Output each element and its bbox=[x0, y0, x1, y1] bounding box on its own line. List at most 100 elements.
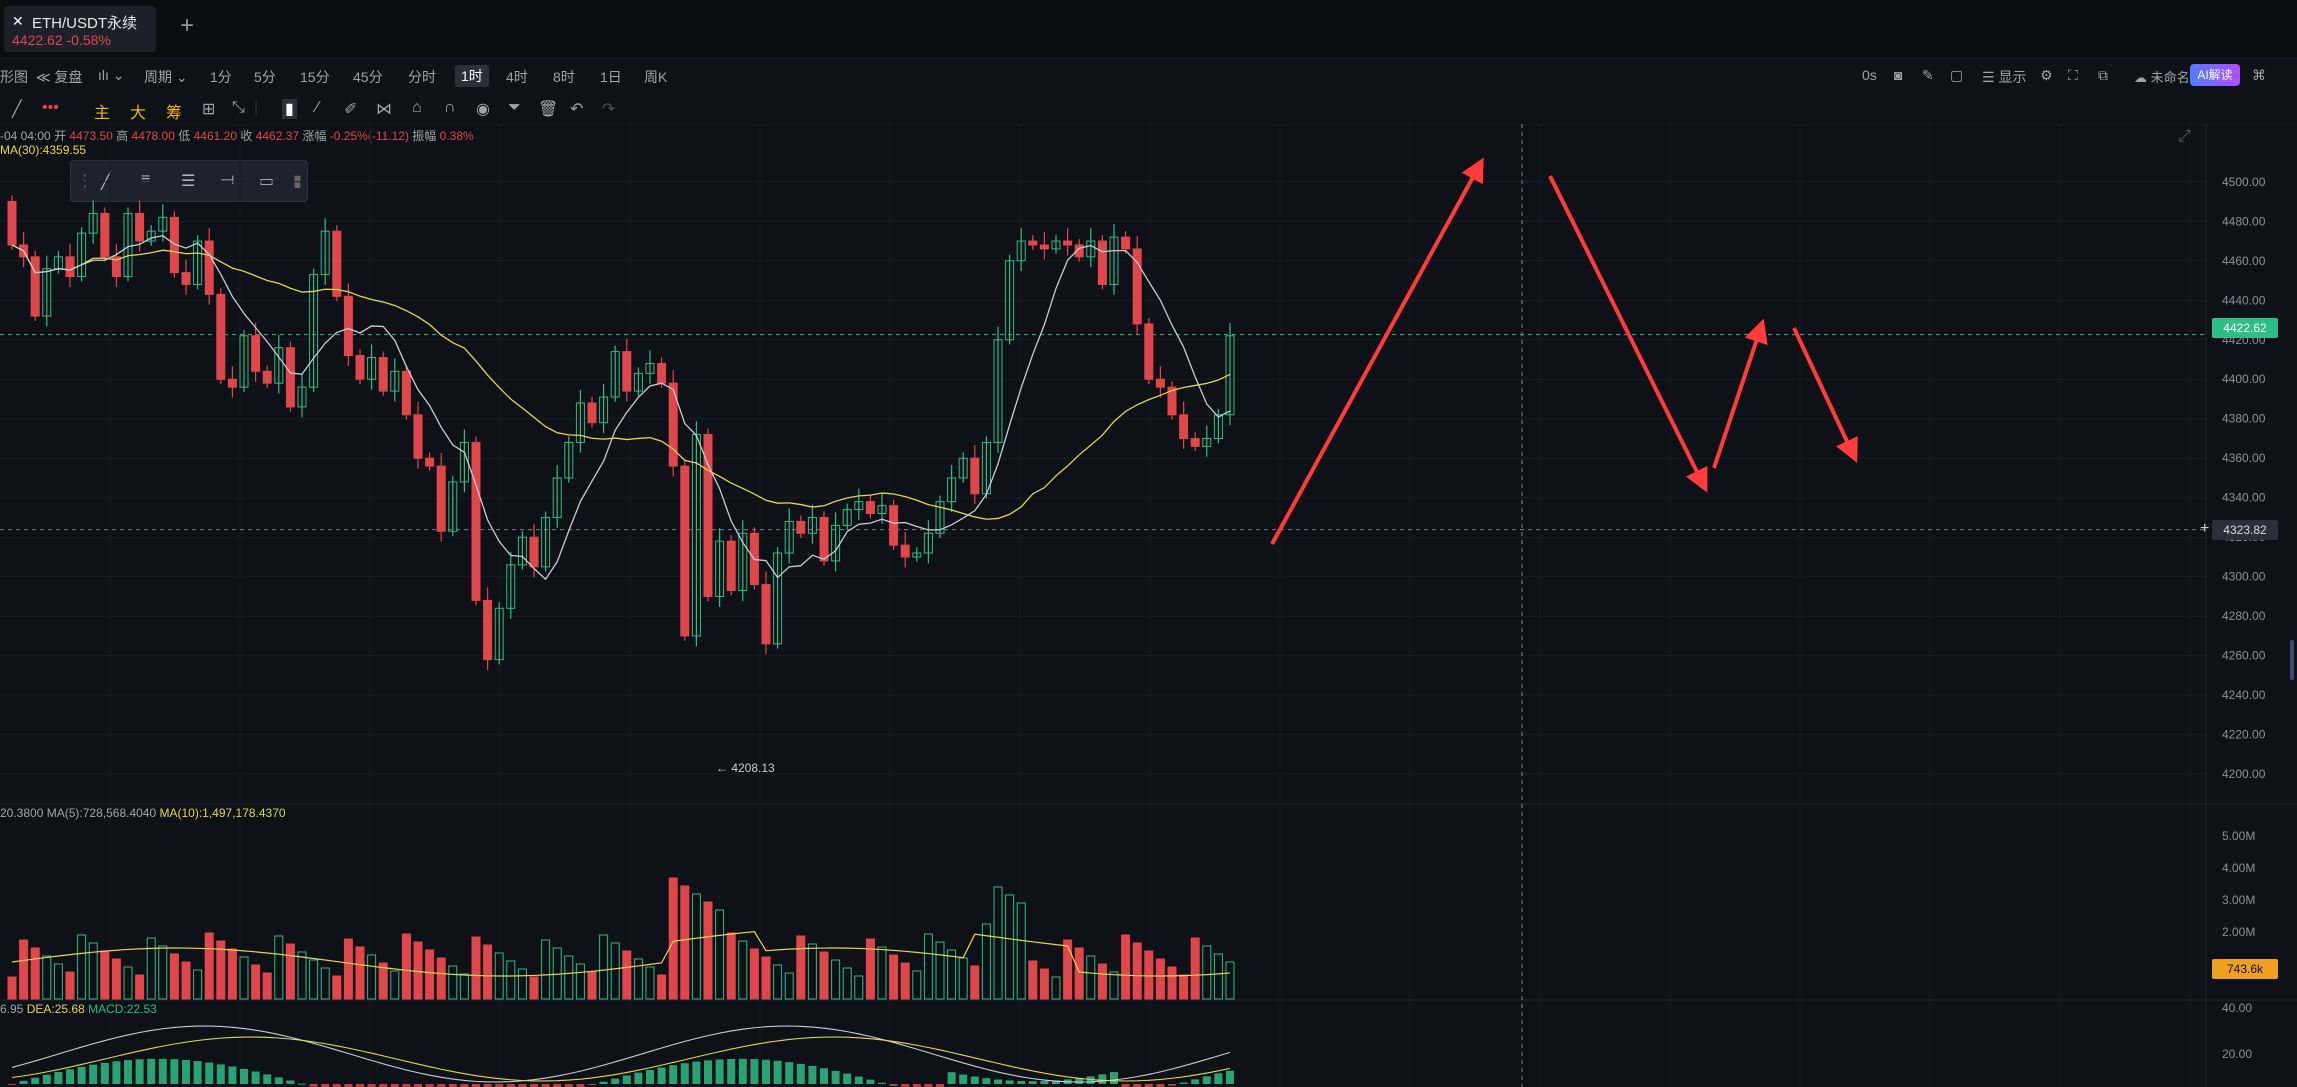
eye-icon[interactable]: ◉ bbox=[476, 101, 490, 118]
popout-icon[interactable]: ⧉ bbox=[2098, 67, 2108, 83]
candle bbox=[865, 501, 875, 515]
macd-tick-label: 40.00 bbox=[2222, 1001, 2252, 1015]
period-8h[interactable]: 8时 bbox=[553, 69, 575, 85]
candle bbox=[1028, 240, 1038, 246]
macd-bar bbox=[31, 1077, 40, 1084]
indicator-dropdown[interactable]: ılı ⌄ bbox=[98, 67, 125, 84]
macd-bar bbox=[541, 1084, 550, 1087]
macd-bar bbox=[901, 1084, 910, 1087]
macd-bar bbox=[19, 1080, 28, 1084]
period-item[interactable]: 形图 bbox=[0, 69, 28, 85]
gear-icon[interactable]: ⚙ bbox=[2040, 67, 2053, 83]
big-indicator-button[interactable]: 大 bbox=[130, 105, 147, 122]
pencil-icon[interactable]: ✐ bbox=[344, 101, 358, 118]
price-tick-label: 4300.00 bbox=[2222, 570, 2266, 584]
pattern-icon[interactable]: ⋈ bbox=[376, 101, 392, 118]
macd-bar bbox=[379, 1084, 388, 1087]
macd-bar bbox=[785, 1062, 794, 1084]
magnet-icon[interactable]: ∩ bbox=[444, 99, 456, 116]
ai-interpret-button[interactable]: AI解读 bbox=[2190, 64, 2240, 86]
replay-button[interactable]: ≪ 复盘 bbox=[36, 69, 83, 85]
lock-icon[interactable]: ⌂ bbox=[412, 99, 422, 116]
crosshair-plus-icon[interactable]: + bbox=[2200, 520, 2210, 537]
candle bbox=[436, 465, 446, 532]
brush-icon[interactable]: ⁄ bbox=[316, 99, 319, 116]
candle bbox=[657, 362, 667, 384]
macd-bar bbox=[912, 1084, 921, 1087]
pen-icon[interactable]: ╱ bbox=[12, 101, 22, 118]
period-1m[interactable]: 1分 bbox=[210, 69, 232, 85]
edit-icon[interactable]: ✎ bbox=[1922, 67, 1934, 83]
period-15m[interactable]: 15分 bbox=[300, 69, 330, 85]
scroll-handle[interactable] bbox=[2290, 640, 2294, 680]
volume-bar bbox=[854, 975, 864, 1000]
list-icon: ☰ bbox=[1982, 69, 1995, 85]
volume-bar bbox=[448, 965, 458, 1000]
macd-bar bbox=[738, 1058, 747, 1084]
replay-icon: ≪ bbox=[36, 69, 51, 85]
macd-bar bbox=[448, 1084, 457, 1087]
macd-bar bbox=[576, 1084, 585, 1087]
candle bbox=[77, 232, 87, 278]
period-1h[interactable]: 1时 bbox=[455, 65, 489, 87]
seconds-label[interactable]: 0s bbox=[1862, 67, 1877, 83]
chip-indicator-button[interactable]: 筹 bbox=[166, 105, 183, 122]
compare-icon[interactable]: ⤡ bbox=[232, 99, 245, 116]
candle bbox=[854, 501, 864, 511]
macd-bar bbox=[1086, 1076, 1095, 1084]
comment-icon[interactable]: ▢ bbox=[1950, 67, 1964, 83]
filter-icon[interactable]: ⏷ bbox=[508, 99, 521, 116]
macd-bar bbox=[483, 1084, 492, 1087]
main-indicator-button[interactable]: 主 bbox=[94, 105, 111, 122]
macd-bar bbox=[158, 1058, 167, 1084]
expand-icon[interactable]: ⤢ bbox=[2178, 128, 2191, 145]
redo-icon[interactable]: ↷ bbox=[602, 101, 616, 118]
display-button[interactable]: ☰ 显示 bbox=[1982, 69, 2027, 85]
volume-tick-label: 3.00M bbox=[2222, 893, 2255, 907]
candle bbox=[610, 351, 620, 398]
volume-bar bbox=[1167, 966, 1177, 1000]
candle bbox=[645, 362, 655, 374]
candle bbox=[575, 402, 585, 443]
period-1w[interactable]: 周K bbox=[644, 69, 668, 85]
parallel-lines-icon[interactable]: ≡ bbox=[141, 171, 151, 188]
period-45m[interactable]: 45分 bbox=[353, 69, 383, 85]
volume-bar bbox=[343, 938, 353, 1000]
candle bbox=[680, 465, 690, 637]
horizontal-line-icon[interactable]: ⟞ bbox=[221, 171, 235, 188]
volume-bar bbox=[680, 885, 690, 1000]
macd-bar bbox=[553, 1084, 562, 1087]
candle bbox=[1202, 437, 1212, 447]
period-dropdown[interactable]: 周期 ⌄ bbox=[144, 69, 188, 85]
undo-icon[interactable]: ↶ bbox=[570, 101, 584, 118]
more-icon[interactable]: ⌘ bbox=[2252, 67, 2266, 83]
macd-bar bbox=[924, 1084, 933, 1087]
candle bbox=[541, 516, 551, 568]
candle bbox=[111, 256, 121, 278]
candle bbox=[343, 295, 353, 357]
line-style-icon[interactable]: ••• bbox=[42, 99, 59, 116]
price-tick-label: 4200.00 bbox=[2222, 767, 2266, 781]
fullscreen-icon[interactable]: ⛶ bbox=[2068, 67, 2078, 83]
macd-bar bbox=[994, 1079, 1002, 1084]
candle bbox=[413, 414, 423, 459]
add-tab-icon[interactable]: + bbox=[180, 12, 195, 39]
period-1d[interactable]: 1日 bbox=[600, 69, 622, 85]
kline-chart[interactable]: 4500.004480.004460.004440.004420.004400.… bbox=[0, 124, 2297, 1087]
macd-bar bbox=[599, 1081, 608, 1084]
volume-bar bbox=[216, 940, 226, 1000]
period-timeshare[interactable]: 分时 bbox=[408, 69, 436, 85]
dea-line bbox=[11, 1036, 1231, 1082]
volume-bar bbox=[7, 976, 17, 1000]
period-4h[interactable]: 4时 bbox=[506, 69, 528, 85]
bookmark-icon[interactable]: ▮ bbox=[282, 99, 297, 119]
indicator-icon[interactable]: ⊞ bbox=[202, 101, 216, 118]
tab-eth-usdt[interactable]: ✕ ETH/USDT永续 4422.62 -0.58% bbox=[4, 6, 156, 52]
macd-bar bbox=[124, 1060, 132, 1084]
camera-icon[interactable]: ◙ bbox=[1894, 67, 1903, 83]
candle bbox=[262, 370, 272, 384]
macd-bar bbox=[1144, 1084, 1153, 1087]
period-5m[interactable]: 5分 bbox=[254, 69, 276, 85]
volume-bar bbox=[1005, 894, 1015, 1000]
trash-icon[interactable]: 🗑 bbox=[538, 101, 559, 118]
